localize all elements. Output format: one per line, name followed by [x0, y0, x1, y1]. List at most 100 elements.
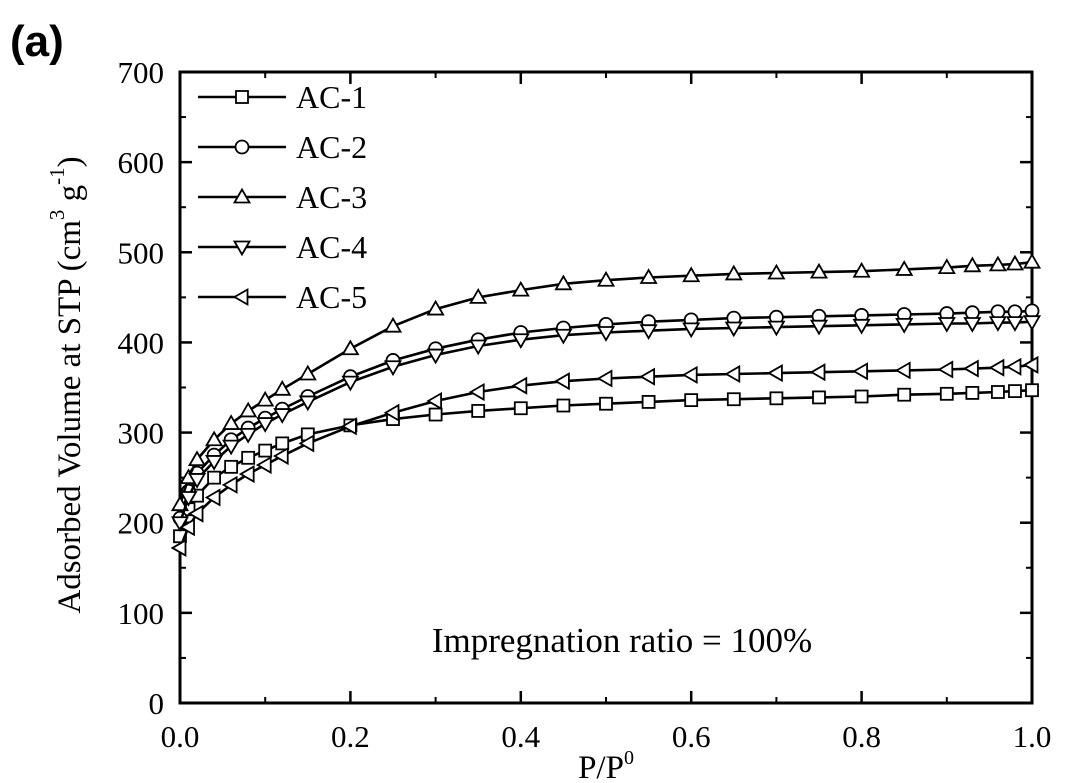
data-point	[179, 491, 198, 507]
legend-item: AC-5	[198, 279, 367, 315]
data-point	[726, 392, 741, 407]
legend-marker	[235, 90, 249, 104]
panel-label: (a)	[10, 17, 64, 66]
data-point	[298, 395, 317, 412]
y-axis-title: Adsorbed Volume at STP (cm3 g-1)	[45, 156, 88, 613]
data-point	[205, 455, 224, 471]
series-line	[178, 320, 1033, 524]
data-point	[554, 274, 573, 291]
data-point	[684, 393, 699, 408]
data-point	[852, 362, 868, 381]
data-point	[852, 318, 871, 335]
data-point	[988, 358, 1005, 377]
y-axis-title-part1: Adsorbed Volume at STP (cm	[52, 220, 88, 614]
data-point	[639, 367, 655, 386]
y-tick-label: 300	[118, 416, 165, 451]
data-point	[937, 360, 954, 379]
data-point	[258, 443, 273, 458]
data-point	[238, 464, 255, 484]
data-point	[511, 280, 530, 297]
data-point	[255, 455, 272, 475]
x-tick-label: 0.6	[672, 719, 711, 754]
data-point	[965, 386, 980, 400]
data-point	[809, 363, 826, 382]
data-point	[298, 434, 315, 453]
data-point	[170, 516, 190, 533]
data-point	[724, 264, 743, 281]
data-point	[767, 320, 786, 337]
series-ac-4	[170, 315, 1042, 533]
data-point	[471, 404, 486, 418]
series-ac-1	[173, 383, 1039, 544]
data-point	[1005, 254, 1025, 271]
data-point	[205, 430, 224, 447]
x-tick-label: 0.4	[501, 719, 540, 754]
legend-marker	[232, 240, 252, 257]
plot-area: 0.0 0.2 0.4 0.6 0.8 1.0 0 100 200 300 400 500 600 700	[118, 55, 1052, 754]
data-point	[724, 321, 743, 338]
data-point	[682, 266, 701, 283]
data-point	[963, 359, 979, 378]
x-tick-label: 0.0	[161, 719, 200, 754]
data-point	[273, 408, 292, 424]
data-point	[469, 288, 488, 304]
data-point	[988, 255, 1007, 272]
data-point	[937, 258, 956, 275]
data-point	[556, 398, 571, 413]
y-axis-title-part2: g	[52, 185, 88, 210]
data-point	[426, 299, 445, 316]
legend-marker	[232, 287, 249, 307]
data-point	[383, 360, 403, 377]
data-point	[298, 364, 317, 381]
legend-item: AC-1	[198, 79, 367, 115]
data-point	[596, 369, 613, 388]
legend-label: AC-3	[296, 179, 367, 215]
y-tick-label: 200	[118, 506, 165, 541]
data-point	[428, 407, 443, 422]
data-point	[511, 333, 530, 350]
data-point	[809, 262, 829, 279]
data-point	[170, 538, 187, 558]
series-line	[178, 309, 1033, 519]
data-point	[204, 488, 221, 507]
data-point	[767, 263, 786, 280]
data-point	[937, 317, 956, 333]
x-tick-label: 0.8	[842, 719, 881, 754]
data-point	[599, 396, 613, 411]
data-point	[812, 390, 826, 405]
data-point	[170, 495, 190, 512]
data-point	[895, 260, 914, 276]
data-point	[179, 518, 195, 537]
x-tick-label: 0.2	[331, 719, 370, 754]
data-point	[895, 317, 914, 334]
data-point	[207, 470, 221, 485]
data-point	[273, 380, 292, 396]
data-point	[639, 268, 658, 284]
data-point	[681, 365, 698, 384]
legend-marker	[232, 187, 252, 204]
y-tick-label: 500	[118, 235, 165, 270]
data-point	[239, 427, 258, 444]
data-point	[639, 324, 658, 341]
data-point	[469, 339, 488, 356]
data-point	[852, 261, 871, 278]
data-point	[511, 376, 528, 395]
x-axis-title: P/P0	[578, 747, 634, 783]
data-point	[769, 391, 784, 406]
data-point	[222, 439, 241, 456]
data-point	[963, 256, 982, 273]
data-point	[187, 473, 207, 489]
legend-label: AC-5	[296, 279, 367, 315]
data-point	[1022, 315, 1042, 331]
data-point	[426, 348, 445, 365]
data-point	[939, 386, 954, 401]
annotation-text: Impregnation ratio = 100%	[432, 621, 812, 660]
data-point	[383, 316, 403, 333]
data-point	[809, 319, 829, 336]
legend-item: AC-2	[198, 129, 367, 165]
data-point	[426, 391, 443, 411]
data-point	[854, 389, 869, 404]
data-point	[1025, 383, 1039, 398]
data-point	[1005, 357, 1022, 376]
series-layer	[170, 252, 1042, 558]
